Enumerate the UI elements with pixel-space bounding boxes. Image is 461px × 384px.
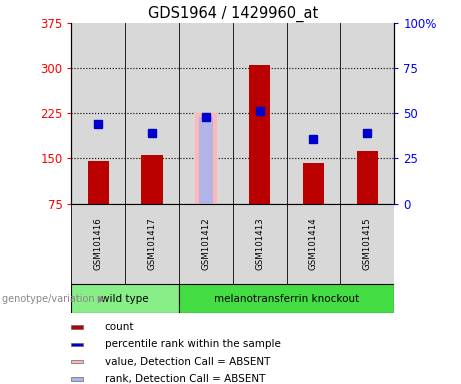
Text: wild type: wild type (101, 293, 149, 304)
Text: GSM101417: GSM101417 (148, 217, 157, 270)
Text: rank, Detection Call = ABSENT: rank, Detection Call = ABSENT (105, 374, 265, 384)
Bar (179, 23, 233, 204)
Text: GSM101414: GSM101414 (309, 217, 318, 270)
Bar (303, 163, 324, 204)
Bar (199, 118, 213, 204)
Title: GDS1964 / 1429960_at: GDS1964 / 1429960_at (148, 5, 318, 22)
Bar (249, 65, 271, 204)
Bar (356, 151, 378, 204)
Bar (71, 360, 83, 363)
Text: GSM101412: GSM101412 (201, 217, 210, 270)
Bar (71, 284, 179, 313)
Bar (71, 325, 83, 329)
Text: genotype/variation ▶: genotype/variation ▶ (2, 294, 106, 304)
Bar (340, 23, 394, 204)
Bar (179, 284, 394, 313)
Bar (88, 161, 109, 204)
Text: GSM101415: GSM101415 (363, 217, 372, 270)
Bar (287, 23, 340, 204)
Bar (71, 377, 83, 381)
Bar (195, 113, 217, 204)
Bar (71, 343, 83, 346)
Text: GSM101413: GSM101413 (255, 217, 264, 270)
Bar (142, 156, 163, 204)
Text: melanotransferrin knockout: melanotransferrin knockout (214, 293, 359, 304)
Text: count: count (105, 322, 134, 332)
Bar (71, 23, 125, 204)
Text: value, Detection Call = ABSENT: value, Detection Call = ABSENT (105, 356, 270, 367)
Text: percentile rank within the sample: percentile rank within the sample (105, 339, 281, 349)
Text: GSM101416: GSM101416 (94, 217, 103, 270)
Bar (125, 23, 179, 204)
Bar (233, 23, 287, 204)
